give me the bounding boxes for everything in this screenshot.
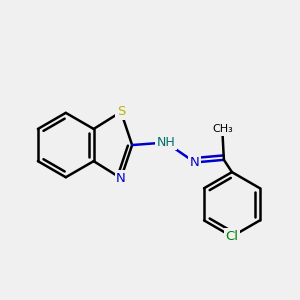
Text: CH₃: CH₃ [212,124,233,134]
Text: N: N [190,156,200,169]
Text: S: S [117,105,125,119]
Text: N: N [116,172,126,185]
Text: Cl: Cl [225,230,239,243]
Text: NH: NH [157,136,175,149]
